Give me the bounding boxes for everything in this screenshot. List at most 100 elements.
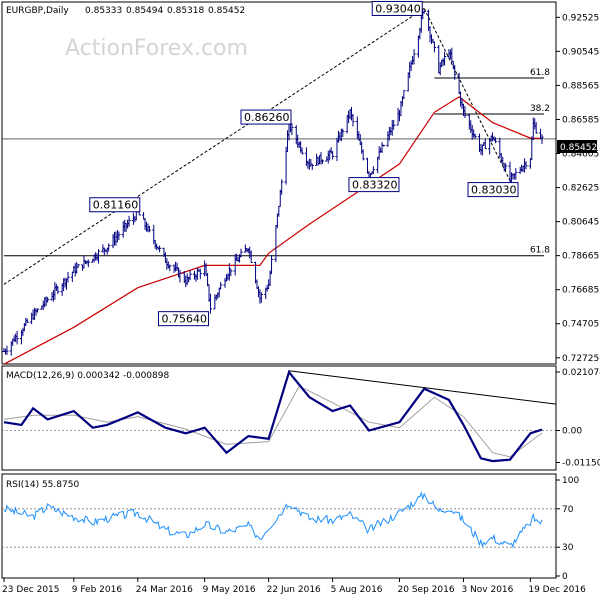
rsi-tick-label: 0 xyxy=(562,572,568,582)
x-tick-label: 20 Sep 2016 xyxy=(398,585,455,595)
macd-y-ticks: 0.021074 0.00 -0.011507 xyxy=(556,368,600,468)
price-annotation: 0.83030 xyxy=(467,182,519,198)
ohlc-low: 0.85318 xyxy=(167,6,204,16)
ohlc-bar xyxy=(198,268,202,280)
price-annotation-box xyxy=(348,177,400,193)
ohlc-bar xyxy=(76,263,80,268)
ohlc-bar xyxy=(157,245,162,253)
watermark: ActionForex.com xyxy=(65,36,248,61)
price-lines xyxy=(3,8,543,365)
rsi-frame xyxy=(1,473,557,579)
sma-line xyxy=(3,96,543,365)
ohlc-bar xyxy=(381,144,386,147)
ohlc-bar xyxy=(249,250,253,264)
trendline-dashed xyxy=(3,8,425,285)
price-annotation-box xyxy=(240,109,292,125)
ohlc-close: 0.85452 xyxy=(208,6,245,16)
price-annotation-label: 0.81160 xyxy=(93,199,139,212)
current-price-box xyxy=(557,140,597,153)
ohlc-bar xyxy=(127,215,131,227)
rsi-panel: RSI(14) 55.8750 100 70 30 0 xyxy=(1,473,579,582)
price-panel: ActionForex.com EURGBP,Daily 0.85333 0.8… xyxy=(1,0,599,365)
ohlc-bar xyxy=(280,179,284,195)
fib-level-label: 38.2 xyxy=(530,104,550,114)
rsi-title: RSI(14) 55.8750 xyxy=(6,480,79,490)
ohlc-bar xyxy=(392,119,396,130)
rsi-tick-label: 70 xyxy=(562,505,574,515)
price-grid: 61.8 38.2 61.8 xyxy=(2,68,556,257)
price-tick-label: 0.90545 xyxy=(562,47,599,57)
ohlc-bar xyxy=(35,308,40,313)
x-tick-label: 22 Jun 2016 xyxy=(267,585,321,595)
ohlc-bar xyxy=(331,151,335,160)
x-axis: 23 Dec 2015 9 Feb 2016 24 Mar 2016 9 May 20… xyxy=(2,578,586,595)
ohlc-bar xyxy=(371,166,375,175)
price-annotation: 0.86260 xyxy=(240,109,292,125)
ohlc-bar xyxy=(56,285,60,294)
x-tick-label: 5 Aug 2016 xyxy=(331,585,383,595)
ohlc-bar xyxy=(5,345,9,356)
ohlc-bar xyxy=(351,113,355,127)
price-annotation-box xyxy=(467,182,519,198)
ohlc-bar xyxy=(46,297,50,303)
ohlc-bar xyxy=(86,259,90,268)
macd-panel: MACD(12,26,9) 0.000342 -0.000898 0.02107… xyxy=(1,365,600,471)
rsi-content xyxy=(2,491,556,549)
ohlc-bar xyxy=(493,137,498,144)
ohlc-bar xyxy=(341,128,345,138)
x-tick-label: 9 Feb 2016 xyxy=(72,585,123,595)
fib-level-label: 61.8 xyxy=(530,246,550,256)
rsi-line xyxy=(3,491,543,549)
macd-tick-label: 0.021074 xyxy=(562,368,600,378)
ohlc-bar xyxy=(229,268,233,277)
macd-tick-label: -0.011507 xyxy=(562,458,600,468)
ohlc-bar xyxy=(117,231,121,240)
price-tick-label: 0.82625 xyxy=(562,184,599,194)
ohlc-bar xyxy=(168,264,172,272)
ohlc-bar xyxy=(402,90,406,100)
ohlc-bar xyxy=(524,161,528,170)
ohlc-high: 0.85494 xyxy=(126,6,163,16)
ohlc-bar xyxy=(25,318,29,324)
price-tick-label: 0.92525 xyxy=(562,13,599,23)
ohlc-bar xyxy=(219,282,223,290)
price-annotation-box xyxy=(157,311,209,327)
current-price-label: 0.85452 xyxy=(560,143,597,153)
ohlc-bar xyxy=(208,293,213,314)
price-tick-label: 0.78665 xyxy=(562,252,599,262)
price-tick-label: 0.74705 xyxy=(562,320,599,330)
ohlc-bar xyxy=(442,51,447,66)
ohlc-bar xyxy=(361,149,365,161)
macd-tick-label: 0.00 xyxy=(562,427,582,437)
ohlc-bar xyxy=(463,106,467,118)
ohlc-bar xyxy=(320,159,325,164)
x-tick-label: 23 Dec 2015 xyxy=(2,585,60,595)
symbol-label: EURGBP,Daily xyxy=(6,6,69,16)
price-annotation-label: 0.86260 xyxy=(244,111,290,124)
ohlc-bar xyxy=(147,226,152,233)
price-annotation: 0.75640 xyxy=(157,311,209,327)
macd-content xyxy=(2,369,557,463)
ohlc-open: 0.85333 xyxy=(85,6,122,16)
price-tick-label: 0.76685 xyxy=(562,286,599,296)
macd-title: MACD(12,26,9) 0.000342 -0.000898 xyxy=(6,371,169,381)
price-annotation: 0.83320 xyxy=(348,177,400,193)
ohlc-bar xyxy=(412,49,416,65)
ohlc-bar xyxy=(310,163,314,170)
ohlc-bar xyxy=(514,168,518,180)
price-bars xyxy=(2,9,544,356)
x-tick-label: 3 Nov 2016 xyxy=(461,585,513,595)
price-y-ticks: 0.92525 0.90545 0.88565 0.86585 0.84605 0.826… xyxy=(556,13,599,364)
ohlc-bar xyxy=(188,270,192,281)
price-tick-label: 0.88565 xyxy=(562,81,599,91)
price-annotation-label: 0.83030 xyxy=(471,184,517,197)
ohlc-bar xyxy=(534,122,538,134)
x-tick-label: 19 Dec 2016 xyxy=(528,585,586,595)
rsi-tick-label: 100 xyxy=(562,476,579,486)
fib-level-label: 61.8 xyxy=(530,68,550,78)
ohlc-bar xyxy=(483,138,487,150)
ohlc-bar xyxy=(107,243,111,252)
ohlc-bar xyxy=(259,292,263,303)
ohlc-bar xyxy=(540,134,544,145)
